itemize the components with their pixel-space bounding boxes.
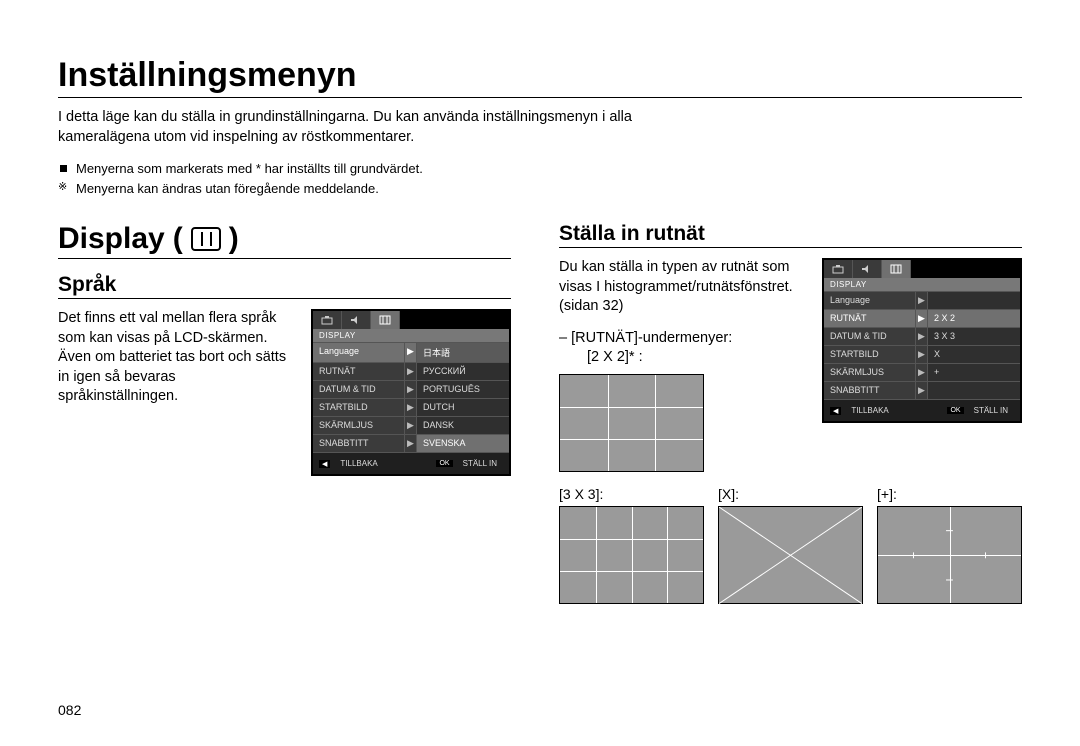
display-section-icon: ) (229, 222, 239, 256)
language-body: Det finns ett val mellan flera språk som… (58, 309, 295, 407)
lcd-tab-sound-icon (853, 260, 882, 278)
lcd-language-mock: DISPLAY Language▶日本語 RUTNÄT▶РУССКИЙ DATU… (311, 309, 511, 476)
lcd-row: RUTNÄT▶2 X 2 (824, 309, 1020, 327)
lcd-tab-camera-icon (313, 311, 342, 329)
grid-heading: Ställa in rutnät (559, 222, 1022, 248)
lcd-row: SKÄRMLJUS▶+ (824, 363, 1020, 381)
grid-thumb-label: [+]: (877, 486, 1022, 502)
lcd-row: STARTBILD▶DUTCH (313, 398, 509, 416)
notes-list: Menyerna som markerats med * har inställ… (58, 159, 1022, 198)
lcd-tab-display-icon (882, 260, 911, 278)
lcd-row: Language▶ (824, 291, 1020, 309)
display-section-icon: ( (173, 222, 183, 256)
page-title: Inställningsmenyn (58, 56, 1022, 98)
lcd-row: RUTNÄT▶РУССКИЙ (313, 362, 509, 380)
lcd-rows: Language▶ RUTNÄT▶2 X 2 DATUM & TID▶3 X 3… (824, 291, 1020, 399)
lcd-grid-mock: DISPLAY Language▶ RUTNÄT▶2 X 2 DATUM & T… (822, 258, 1022, 423)
grid-thumb-3x3 (559, 506, 704, 604)
note-item: Menyerna kan ändras utan föregående medd… (58, 179, 1022, 199)
grid-thumb-plus (877, 506, 1022, 604)
lcd-tab-sound-icon (342, 311, 371, 329)
display-heading-text: Display (58, 222, 165, 256)
lcd-header: DISPLAY (824, 278, 1020, 291)
grid-thumb-label: [3 X 3]: (559, 486, 704, 502)
grid-body: Du kan ställa in typen av rutnät som vis… (559, 258, 806, 317)
lcd-row: Language▶日本語 (313, 342, 509, 362)
lcd-row: SNABBTITT▶ (824, 381, 1020, 399)
grid-thumb-x (718, 506, 863, 604)
lcd-rows: Language▶日本語 RUTNÄT▶РУССКИЙ DATUM & TID▶… (313, 342, 509, 452)
note-item: Menyerna som markerats med * har inställ… (58, 159, 1022, 179)
grid-thumb-label: [X]: (718, 486, 863, 502)
lcd-row: DATUM & TID▶PORTUGUÊS (313, 380, 509, 398)
lcd-tab-display-icon (371, 311, 400, 329)
lcd-row: SNABBTITT▶SVENSKA (313, 434, 509, 452)
lcd-header: DISPLAY (313, 329, 509, 342)
lcd-tab-camera-icon (824, 260, 853, 278)
intro-text: I detta läge kan du ställa in grundinstä… (58, 108, 698, 147)
page-number: 082 (58, 702, 81, 718)
lcd-row: STARTBILD▶X (824, 345, 1020, 363)
lcd-footer: ◀TILLBAKA OKSTÄLL IN (824, 399, 1020, 421)
display-heading: Display ( ) (58, 222, 511, 259)
lcd-icon (191, 227, 221, 251)
lcd-footer: ◀TILLBAKA OKSTÄLL IN (313, 452, 509, 474)
lcd-row: SKÄRMLJUS▶DANSK (313, 416, 509, 434)
language-heading: Språk (58, 273, 511, 299)
grid-submenu-label: – [RUTNÄT]-undermenyer: [2 X 2]* : (559, 329, 806, 368)
lcd-row: DATUM & TID▶3 X 3 (824, 327, 1020, 345)
grid-thumb-2x2 (559, 374, 704, 472)
